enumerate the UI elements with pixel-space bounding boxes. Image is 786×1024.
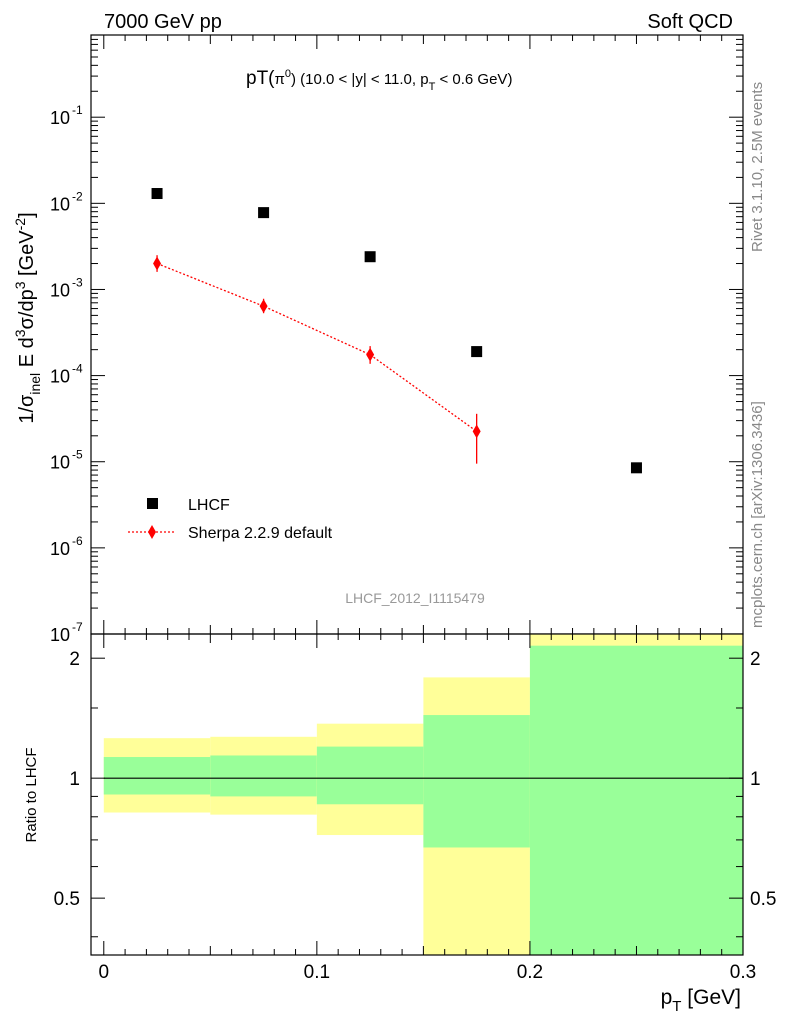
analysis-watermark: LHCF_2012_I1115479: [345, 590, 485, 606]
ratio-y-tick-label-right: 1: [750, 769, 761, 790]
ratio-x-tick-label: 0.1: [304, 962, 330, 983]
lhcf-data-point: [364, 251, 376, 263]
ratio-x-tick-label: 0.3: [730, 962, 756, 983]
legend-label-lhcf: LHCF: [188, 497, 230, 514]
rivet-label: Rivet 3.1.10, 2.5M events: [749, 82, 766, 252]
ratio-inner-band: [103, 757, 211, 795]
main-y-tick-label: 10: [50, 280, 70, 300]
ratio-inner-band: [316, 746, 424, 805]
ratio-y-tick-label: 0.5: [54, 889, 80, 910]
main-series-layer: [151, 188, 642, 474]
sherpa-data-point: [153, 256, 162, 271]
sherpa-line: [156, 262, 478, 432]
ratio-inner-band: [210, 755, 317, 797]
main-y-tick-label: 10: [50, 367, 70, 387]
main-y-tick-exponent: -4: [72, 362, 83, 376]
legend: LHCF Sherpa 2.2.9 default: [128, 497, 333, 542]
ratio-plot-frame: [90, 633, 744, 956]
header-left-label: 7000 GeV pp: [104, 11, 222, 33]
main-y-tick-exponent: -5: [72, 448, 83, 462]
main-y-tick-exponent: -6: [72, 534, 83, 548]
main-y-tick-label: 10: [50, 625, 70, 645]
lhcf-data-point: [258, 207, 270, 219]
ratio-x-tick-label: 0: [98, 962, 109, 983]
ratio-y-axis-label: Ratio to LHCF: [23, 747, 40, 842]
legend-marker-lhcf: [147, 498, 158, 509]
lhcf-data-point: [630, 462, 642, 474]
main-y-tick-exponent: -7: [72, 620, 83, 634]
ratio-inner-band: [423, 715, 530, 848]
main-plot: 10-710-610-510-410-310-210-1 pT(π0) (10.…: [12, 34, 744, 645]
sherpa-data-point: [472, 424, 481, 439]
header-right-label: Soft QCD: [647, 11, 733, 33]
ratio-bands-layer: [103, 634, 743, 955]
mcplots-label: mcplots.cern.ch [arXiv:1306.3436]: [749, 401, 766, 628]
sherpa-data-point: [366, 347, 375, 362]
lhcf-data-point: [151, 188, 163, 200]
main-y-tick-exponent: -2: [72, 189, 83, 203]
main-y-tick-label: 10: [50, 194, 70, 214]
ratio-y-tick-label-right: 2: [750, 649, 761, 670]
ratio-plot: 0.5 0.5 1 1 2 2 0 0.1 0.2 0.3 Ratio to LHCF pT [G…: [23, 633, 776, 1015]
ratio-y-tick-label-right: 0.5: [750, 889, 776, 910]
legend-marker-sherpa: [148, 525, 156, 539]
main-y-tick-exponent: -3: [72, 275, 83, 289]
legend-label-sherpa: Sherpa 2.2.9 default: [188, 525, 333, 542]
main-plot-frame: [90, 34, 744, 635]
ratio-axis-ticks: 0.5 0.5 1 1 2 2 0 0.1 0.2 0.3: [54, 634, 776, 983]
main-y-tick-label: 10: [50, 453, 70, 473]
main-y-tick-label: 10: [50, 108, 70, 128]
main-y-tick-exponent: -1: [72, 103, 83, 117]
ratio-x-tick-label: 0.2: [517, 962, 543, 983]
sherpa-data-point: [259, 299, 268, 314]
ratio-y-tick-label: 1: [69, 769, 80, 790]
main-y-tick-label: 10: [50, 539, 70, 559]
main-y-axis-label: 1/σinel E d3σ/dp3 [GeV-2]: [12, 212, 43, 423]
main-axis-ticks: 10-710-610-510-410-310-210-1: [50, 34, 744, 645]
ratio-inner-band: [529, 645, 743, 955]
ratio-x-axis-label: pT [GeV]: [661, 986, 741, 1015]
main-plot-title: pT(π0) (10.0 < |y| < 11.0, pT < 0.6 GeV): [246, 68, 512, 93]
ratio-y-tick-label: 2: [69, 649, 80, 670]
lhcf-data-point: [471, 346, 483, 358]
